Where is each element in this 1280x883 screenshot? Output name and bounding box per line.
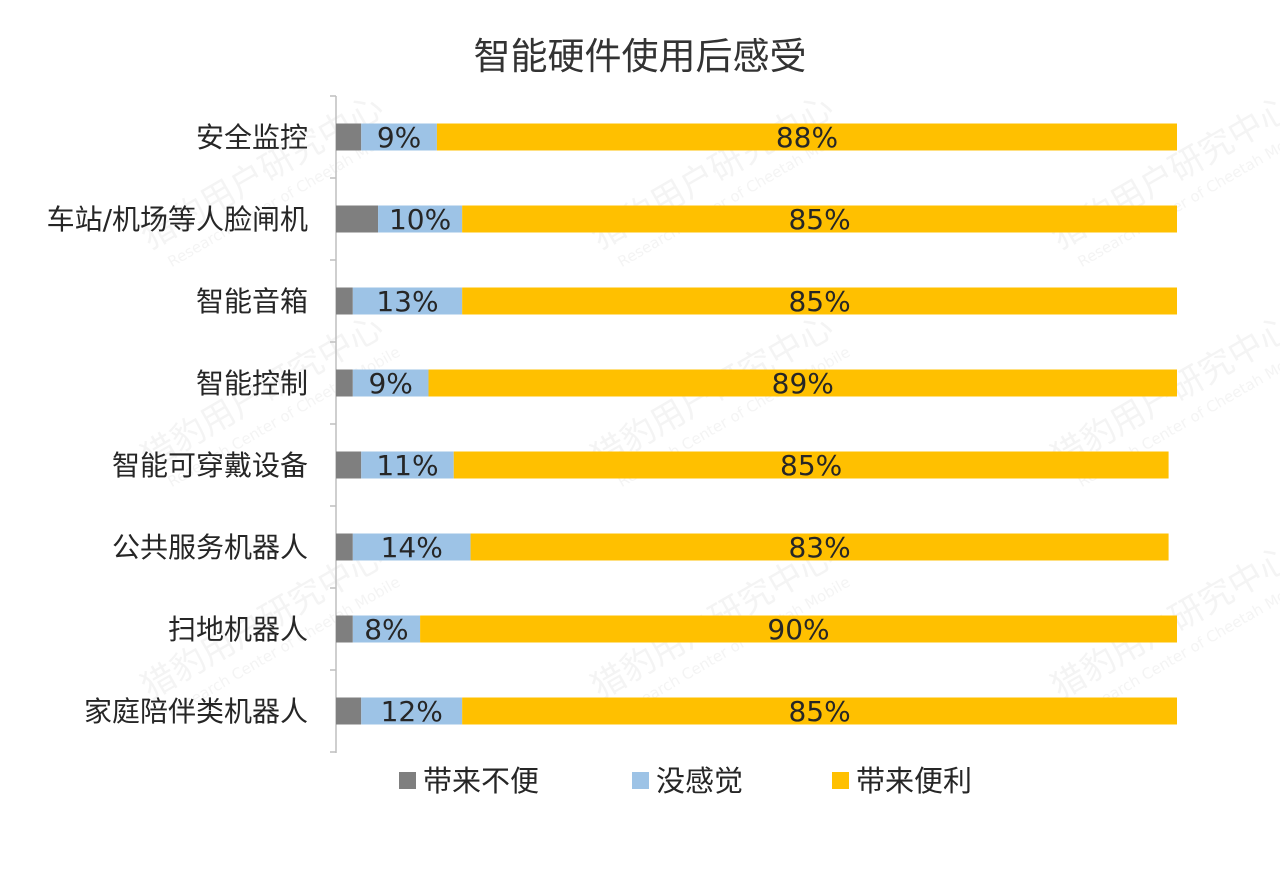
chart-title: 智能硬件使用后感受 xyxy=(473,35,807,78)
bar-convenient-cat-4 xyxy=(453,451,1169,479)
legend: 带来不便 没感觉 带来便利 xyxy=(399,764,972,798)
bar-inconvenient-cat-3 xyxy=(336,369,353,397)
data-label: 10% xyxy=(389,203,451,236)
bar-no-feeling-cat-2 xyxy=(352,287,463,315)
data-label: 88% xyxy=(776,121,838,154)
category-label: 安全监控 xyxy=(196,121,308,154)
bar-inconvenient-cat-5 xyxy=(336,533,353,561)
bar-no-feeling-cat-0 xyxy=(361,123,437,151)
bar-convenient-cat-0 xyxy=(436,123,1177,151)
legend-label: 没感觉 xyxy=(656,764,743,798)
data-label: 9% xyxy=(377,121,421,154)
category-axis-ticks xyxy=(330,95,336,753)
bar-no-feeling-cat-7 xyxy=(361,697,463,725)
bar-no-feeling-cat-1 xyxy=(378,205,463,233)
data-label: 83% xyxy=(788,531,850,564)
data-label: 85% xyxy=(788,203,850,236)
legend-label: 带来便利 xyxy=(856,764,972,798)
data-label: 12% xyxy=(381,695,443,728)
data-label: 14% xyxy=(381,531,443,564)
category-labels: 安全监控车站/机场等人脸闸机智能音箱智能控制智能可穿戴设备公共服务机器人扫地机器… xyxy=(47,121,308,728)
bar-inconvenient-cat-2 xyxy=(336,287,353,315)
bar-no-feeling-cat-4 xyxy=(361,451,454,479)
legend-label: 带来不便 xyxy=(423,764,539,798)
bar-inconvenient-cat-6 xyxy=(336,615,353,643)
bar-inconvenient-cat-7 xyxy=(336,697,362,725)
data-label: 9% xyxy=(368,367,412,400)
bar-convenient-cat-2 xyxy=(462,287,1177,315)
bar-convenient-cat-6 xyxy=(420,615,1178,643)
bar-convenient-cat-1 xyxy=(462,205,1177,233)
bar-convenient-cat-7 xyxy=(462,697,1177,725)
category-label: 家庭陪伴类机器人 xyxy=(84,695,308,728)
bar-convenient-cat-5 xyxy=(470,533,1169,561)
bar-inconvenient-cat-4 xyxy=(336,451,362,479)
data-label: 13% xyxy=(376,285,438,318)
legend-swatch xyxy=(632,772,649,789)
category-label: 智能控制 xyxy=(196,367,308,400)
category-label: 扫地机器人 xyxy=(168,613,308,646)
legend-swatch xyxy=(399,772,416,789)
bar-no-feeling-cat-5 xyxy=(352,533,471,561)
data-label: 85% xyxy=(788,285,850,318)
category-label: 智能音箱 xyxy=(196,285,308,318)
data-label: 11% xyxy=(376,449,438,482)
data-label: 85% xyxy=(788,695,850,728)
data-label: 90% xyxy=(767,613,829,646)
category-label: 智能可穿戴设备 xyxy=(112,449,308,482)
bar-no-feeling-cat-6 xyxy=(352,615,421,643)
legend-swatch xyxy=(832,772,849,789)
bar-convenient-cat-3 xyxy=(428,369,1177,397)
category-label: 车站/机场等人脸闸机 xyxy=(47,203,308,236)
data-label: 8% xyxy=(364,613,408,646)
data-label: 89% xyxy=(772,367,834,400)
bars: 9% 88% 10% 85% 13% 85% 9% 89% 11% 85% 14% 83% 8% 90% 1… xyxy=(336,121,1178,728)
bar-inconvenient-cat-0 xyxy=(336,123,362,151)
bar-inconvenient-cat-1 xyxy=(336,205,379,233)
data-label: 85% xyxy=(780,449,842,482)
category-label: 公共服务机器人 xyxy=(112,531,308,564)
bar-no-feeling-cat-3 xyxy=(352,369,429,397)
